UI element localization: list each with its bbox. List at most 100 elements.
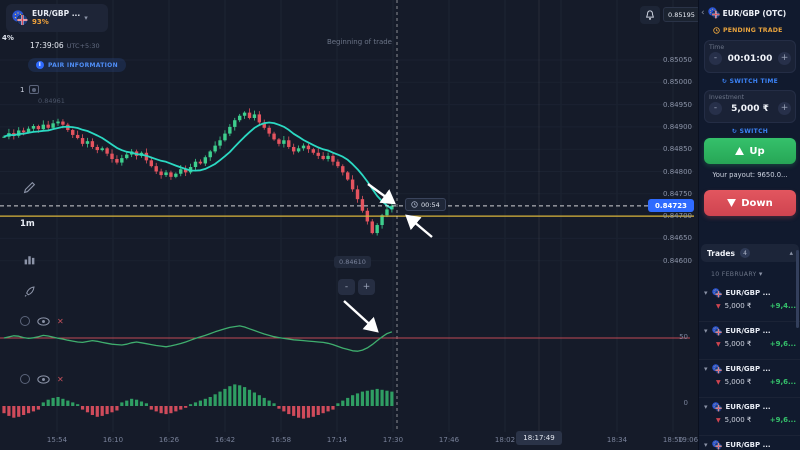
chevron-down-icon: ▾ xyxy=(758,270,763,278)
price-chart[interactable] xyxy=(0,0,698,450)
arrow-down-icon xyxy=(727,199,737,207)
trades-date-row[interactable]: 10 FEBRUARY ▾ xyxy=(711,270,763,278)
remove-indicator-icon[interactable]: ✕ xyxy=(57,374,64,384)
chevron-down-icon: ▾ xyxy=(704,327,708,335)
price-axis-label: 0.84700 xyxy=(663,212,692,221)
chevron-down-icon: ▾ xyxy=(704,441,708,449)
trade-profit: +9,4... xyxy=(769,302,796,310)
pair-payout: 93% xyxy=(32,18,49,27)
investment-increase-button[interactable]: + xyxy=(778,102,791,115)
trade-row[interactable]: ▾ EUR/GBP ... xyxy=(699,436,800,450)
trades-label: Trades xyxy=(707,248,735,258)
scrollbar-thumb[interactable] xyxy=(796,250,799,328)
investment-value[interactable]: 5,000 ₹ xyxy=(731,103,769,114)
time-increase-button[interactable]: + xyxy=(778,52,791,65)
pair-information-button[interactable]: i PAIR INFORMATION xyxy=(28,58,126,72)
trade-pair: EUR/GBP ... xyxy=(725,403,771,411)
indicator-logo-icon[interactable] xyxy=(20,316,30,326)
chevron-down-icon: ▾ xyxy=(704,403,708,411)
eye-icon[interactable] xyxy=(37,374,50,384)
investment-card: Investment - 5,000 ₹ + xyxy=(704,90,796,123)
faded-price-label: 0.84961 xyxy=(38,97,65,105)
time-axis-label: 18:02 xyxy=(494,436,516,444)
switch-label: SWITCH xyxy=(739,128,769,135)
price-axis-label: 0.85050 xyxy=(663,56,692,64)
indicators-button[interactable] xyxy=(20,250,38,268)
time-axis-label: 16:10 xyxy=(102,436,124,444)
current-price-badge: 0.84723 xyxy=(648,199,694,212)
time-card-label: Time xyxy=(709,44,725,51)
time-value[interactable]: 00:01:00 xyxy=(727,53,773,64)
back-chevron-icon[interactable]: ‹ xyxy=(701,8,705,18)
switch-time-label: SWITCH TIME xyxy=(729,78,779,85)
camera-icon[interactable] xyxy=(29,85,39,94)
zoom-out-button[interactable]: - xyxy=(338,279,355,295)
trade-pair: EUR/GBP ... xyxy=(725,365,771,373)
up-button-label: Up xyxy=(749,145,765,157)
crosshair-time-chip: 18:17:49 xyxy=(516,431,562,445)
price-axis-label: 0.84650 xyxy=(663,234,692,243)
time-axis-label: 15:54 xyxy=(46,436,68,444)
trade-profit: +9,6... xyxy=(769,378,796,386)
time-decrease-button[interactable]: - xyxy=(709,52,722,65)
refresh-icon: ↻ xyxy=(731,128,740,135)
zoom-in-button[interactable]: + xyxy=(358,279,375,295)
eye-icon[interactable] xyxy=(37,316,50,326)
countdown-value: 00:54 xyxy=(421,200,440,209)
trade-row[interactable]: ▾ EUR/GBP ... ▼ 5,000 ₹ +9,6... xyxy=(699,398,800,436)
trade-row[interactable]: ▾ EUR/GBP ... ▼ 5,000 ₹ +9,4... xyxy=(699,284,800,322)
trade-profit: +9,6... xyxy=(769,416,796,424)
remove-indicator-icon[interactable]: ✕ xyxy=(57,316,64,326)
time-card: Time - 00:01:00 + xyxy=(704,40,796,73)
down-button[interactable]: Down xyxy=(704,190,796,216)
date-label: 10 FEBRUARY xyxy=(711,271,757,278)
switch-time-button[interactable]: ↻ SWITCH TIME xyxy=(699,78,800,85)
trade-flag-icon xyxy=(711,364,722,374)
social-trading-button[interactable] xyxy=(20,282,38,300)
clock-icon xyxy=(411,201,418,208)
time-axis-label: 16:58 xyxy=(270,436,292,444)
draw-tool-button[interactable] xyxy=(20,178,38,196)
switch-button[interactable]: ↻ SWITCH xyxy=(699,128,800,135)
trade-pair: EUR/GBP ... xyxy=(725,441,771,449)
pair-name: EUR/GBP ... xyxy=(32,8,81,18)
rocket-icon xyxy=(24,285,35,297)
investment-decrease-button[interactable]: - xyxy=(709,102,722,115)
zoom-count-label: 1 xyxy=(20,86,25,94)
refresh-icon: ↻ xyxy=(721,78,730,85)
trade-row[interactable]: ▾ EUR/GBP ... ▼ 5,000 ₹ +9,6... xyxy=(699,322,800,360)
price-axis-label: 0.84900 xyxy=(663,122,692,131)
price-axis-label: 0.84750 xyxy=(663,189,692,198)
trades-header[interactable]: Trades 4 ▴ xyxy=(701,244,799,262)
trade-flag-icon xyxy=(711,402,722,412)
direction-down-icon: ▼ xyxy=(716,302,721,310)
sidebar-percent-label: 4% xyxy=(2,34,14,42)
macd-level-label: 0 xyxy=(683,399,688,407)
indicator-2-controls: ✕ xyxy=(20,374,64,384)
payout-text: Your payout: 9650.0... xyxy=(712,171,788,179)
indicator-logo-icon[interactable] xyxy=(20,374,30,384)
time-axis-label: 16:42 xyxy=(214,436,236,444)
chevron-down-icon: ▾ xyxy=(704,365,708,373)
pair-information-label: PAIR INFORMATION xyxy=(48,61,118,69)
alert-price-chip[interactable]: 0.85195 xyxy=(663,7,698,22)
trades-count-badge: 4 xyxy=(739,248,750,258)
clock-icon xyxy=(713,27,720,34)
trade-profit: +9,6... xyxy=(769,340,796,348)
timeframe-button[interactable]: 1m xyxy=(20,219,35,229)
trade-row[interactable]: ▾ EUR/GBP ... ▼ 5,000 ₹ +9,6... xyxy=(699,360,800,398)
trade-flag-icon xyxy=(711,440,722,450)
up-button[interactable]: Up xyxy=(704,138,796,164)
time-axis-label: 16:26 xyxy=(158,436,180,444)
pair-selector[interactable]: EUR/GBP ... 93% ▾ xyxy=(6,4,108,32)
trade-amount: 5,000 ₹ xyxy=(724,340,752,348)
bars-icon xyxy=(24,255,34,264)
investment-card-label: Investment xyxy=(709,94,745,101)
trade-countdown-chip: 00:54 xyxy=(405,198,446,211)
chart-area: 0.85050 0.85000 0.84950 0.84900 0.84850 0.848… xyxy=(0,0,698,450)
alert-bell-button[interactable] xyxy=(640,6,660,24)
direction-down-icon: ▼ xyxy=(716,378,721,386)
trade-amount: 5,000 ₹ xyxy=(724,302,752,310)
time-axis-label: 17:30 xyxy=(382,436,404,444)
